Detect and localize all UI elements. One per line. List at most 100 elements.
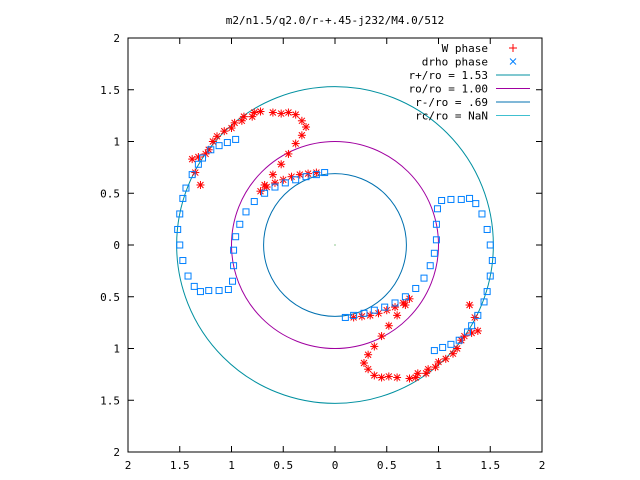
data-point [393,373,402,382]
data-point [268,170,277,179]
data-point [297,131,306,140]
data-point [291,139,300,148]
data-point [426,262,434,270]
data-point [220,127,229,136]
data-point [488,257,496,265]
data-point [370,306,378,314]
data-point [366,311,375,320]
y-tick-label: 0.5 [100,291,120,304]
data-point [430,249,438,257]
data-point [297,116,306,125]
data-point [277,109,286,118]
axis-ticks: 2 1.5 1 0.5 0 0.5 1 1.5 221.510.500.511.52 [100,32,545,472]
data-point [467,328,476,337]
x-tick-label: 0.5 [273,459,293,472]
data-point [391,299,399,307]
data-point [179,257,187,265]
data-point [239,112,248,121]
data-point [182,184,190,192]
data-point [447,195,455,203]
data-point [438,196,446,204]
data-point [393,311,402,320]
x-tick-label: 1 [435,459,442,472]
center-point [334,244,336,246]
data-point [401,293,409,301]
y-tick-label: 1.5 [100,394,120,407]
y-tick-label: 1 [113,343,120,356]
data-point [360,309,368,317]
data-point [377,373,386,382]
data-point [486,241,494,249]
data-point [350,311,358,319]
data-point [312,171,320,179]
legend-label: ro/ro = 1.00 [409,83,488,96]
data-point [370,371,379,380]
x-tick-label: 0 [332,459,339,472]
data-point [184,272,192,280]
data-point [176,210,184,218]
data-point [486,272,494,280]
data-point [468,322,476,330]
data-point [453,344,462,353]
data-point [230,118,239,127]
data-point [281,179,289,187]
x-tick-label: 1.5 [170,459,190,472]
data-point [291,110,300,119]
data-point [229,277,237,285]
data-point [473,326,482,335]
data-point [483,288,491,296]
data-point [483,225,491,233]
data-point [377,332,386,341]
data-point [250,198,258,206]
data-point [199,154,207,162]
data-point [295,170,304,179]
data-point [268,108,277,117]
data-point [190,282,198,290]
data-point [196,180,205,189]
data-point [256,107,265,116]
data-point [194,160,202,168]
data-point [457,195,465,203]
data-point [420,274,428,282]
data-point [431,363,440,372]
data-point [364,350,373,359]
legend-label: W phase [442,42,488,55]
data-point [242,208,250,216]
data-point [465,301,474,310]
data-point [277,160,286,169]
y-tick-label: 1 [113,136,120,149]
data-point [270,178,279,187]
data-point [223,139,231,147]
data-point [224,286,232,294]
y-tick-label: 0 [113,239,120,252]
data-point [287,172,296,181]
data-point [256,187,265,196]
legend-label: drho phase [422,56,488,69]
legend-marker [509,44,517,52]
data-point [399,298,408,307]
data-point [391,303,400,312]
chart-title: m2/n1.5/q2.0/r-+.45-j232/M4.0/512 [226,14,445,27]
data-point [250,108,259,117]
data-point [271,183,279,191]
data-point [232,233,240,241]
y-tick-label: 0.5 [100,187,120,200]
y-tick-label: 1.5 [100,84,120,97]
data-point [292,176,300,184]
data-point [433,205,441,213]
data-point [405,294,414,303]
data-point [439,343,447,351]
data-point [422,369,431,378]
data-point [232,135,240,143]
data-point [455,336,463,344]
series-drho-phase [174,135,496,355]
data-point [466,194,474,202]
data-point [205,287,213,295]
data-point [176,241,184,249]
data-point [384,321,393,330]
legend-label: r-/ro = .69 [415,96,488,109]
y-tick-label: 2 [113,32,120,45]
data-point [472,200,480,208]
